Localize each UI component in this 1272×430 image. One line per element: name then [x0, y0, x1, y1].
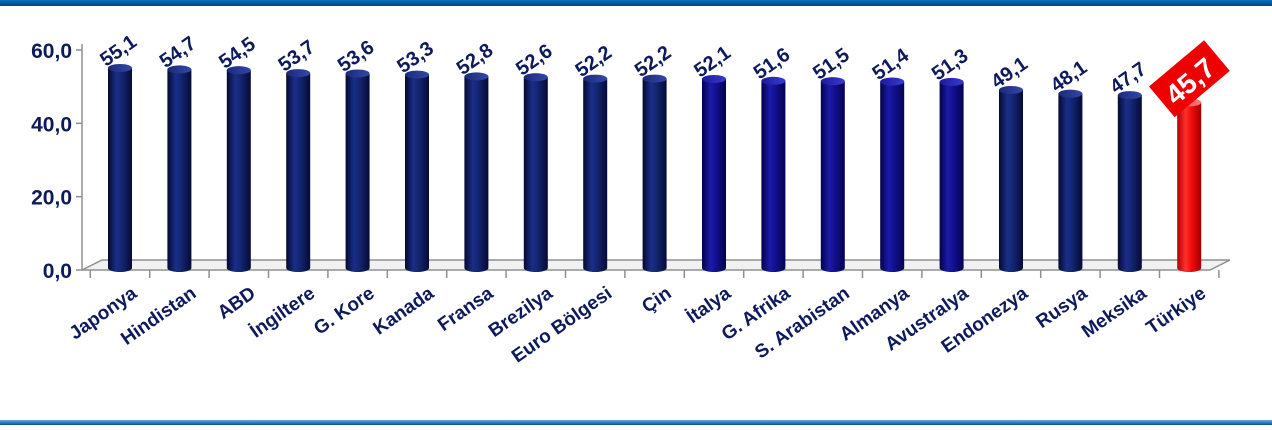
bar-top	[642, 74, 667, 83]
bar-top	[1117, 91, 1142, 100]
bar-body	[761, 80, 786, 272]
category-label: G. Kore	[310, 283, 378, 340]
bar-top	[761, 76, 786, 85]
bar-body	[226, 70, 251, 273]
bar-top	[999, 85, 1023, 94]
bar-İngiltere	[286, 69, 311, 272]
y-tick-label: 0,0	[43, 260, 72, 283]
category-label: İngiltere	[246, 283, 319, 343]
bar-G. Afrika	[761, 76, 786, 272]
category-label: Meksika	[1078, 283, 1151, 343]
bar-İtalya	[702, 74, 726, 272]
bar-top	[702, 74, 726, 83]
y-tick-label: 60,0	[31, 40, 72, 63]
highlight-value-badge: 45,7	[1148, 40, 1230, 118]
bar-body	[108, 67, 132, 272]
bar-Rusya	[1058, 89, 1083, 272]
highlight-badge-bg	[1148, 40, 1230, 118]
bar-Japonya	[108, 63, 132, 272]
category-label: Kanada	[370, 283, 439, 340]
bottom-rule	[0, 420, 1272, 425]
bar-body	[880, 81, 905, 273]
bar-Çin	[642, 74, 667, 272]
bar-Kanada	[405, 70, 429, 272]
bar-body	[523, 77, 548, 272]
bar-Hindistan	[167, 65, 192, 272]
bar-top	[286, 69, 311, 78]
bar-top	[345, 69, 370, 78]
bar-top	[583, 74, 608, 83]
top-rule	[0, 0, 1272, 6]
bar-top	[880, 77, 905, 86]
bar-body	[167, 69, 192, 272]
bar-Endonezya	[999, 85, 1023, 272]
bar-top	[108, 63, 132, 72]
category-label: Euro Bölgesi	[508, 283, 616, 367]
bar-ABD	[226, 66, 251, 273]
bar-Brezilya	[523, 73, 548, 272]
bar-Türkiye	[1177, 98, 1202, 272]
bar-body	[405, 74, 429, 272]
bar-body	[1177, 102, 1202, 272]
bar-S. Arabistan	[820, 77, 845, 273]
bar-body	[820, 81, 845, 273]
category-label: Çin	[638, 283, 675, 318]
bar-top	[464, 72, 489, 81]
bar-body	[345, 73, 370, 272]
bar-body	[286, 73, 311, 272]
bar-body	[1117, 95, 1142, 272]
bar-Almanya	[880, 77, 905, 273]
bar-Avustralya	[939, 77, 964, 273]
bar-body	[999, 89, 1023, 272]
bar-body	[642, 78, 667, 272]
bar-body	[702, 78, 726, 272]
bar-body	[1058, 93, 1083, 272]
bar-body	[939, 81, 964, 273]
bar-Meksika	[1117, 91, 1142, 272]
bar-top	[405, 70, 429, 79]
bar-body	[583, 78, 608, 272]
bar-top	[820, 77, 845, 86]
bar-top	[939, 77, 964, 86]
bar-top	[226, 66, 251, 75]
bar-Fransa	[464, 72, 489, 273]
bar-Euro Bölgesi	[583, 74, 608, 272]
bar-G. Kore	[345, 69, 370, 272]
category-label: ABD	[214, 283, 260, 324]
bar-top	[1058, 89, 1083, 98]
y-tick-label: 20,0	[31, 187, 72, 210]
bar-top	[167, 65, 192, 74]
y-tick-label: 40,0	[31, 113, 72, 136]
category-label: Türkiye	[1143, 283, 1210, 339]
bar-top	[523, 73, 548, 82]
bar-body	[464, 76, 489, 273]
